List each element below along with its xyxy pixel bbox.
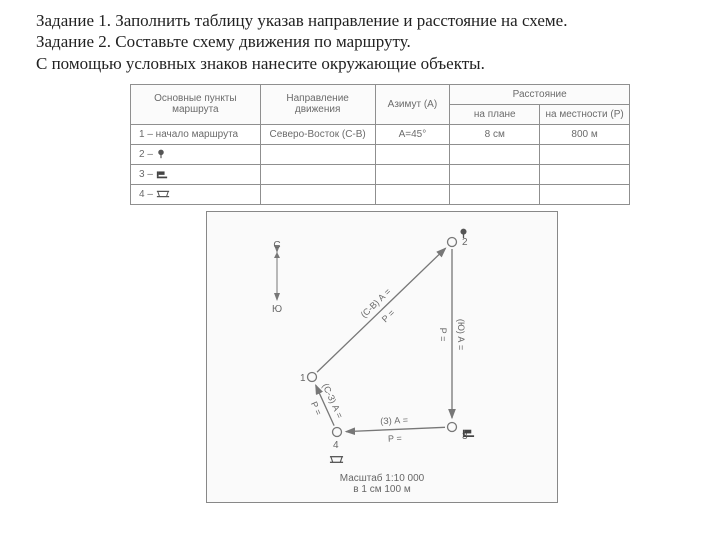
cell-direction <box>260 184 375 204</box>
scale-line-1: Масштаб 1:10 000 <box>207 473 557 485</box>
svg-text:Р =: Р = <box>309 400 324 417</box>
table-row: 3 – <box>131 164 630 184</box>
cell-plan <box>450 164 540 184</box>
th-direction: Направление движения <box>260 84 375 124</box>
table-row: 2 – <box>131 144 630 164</box>
svg-text:2: 2 <box>462 237 468 248</box>
svg-text:(С-З) А =: (С-З) А = <box>320 382 344 420</box>
cell-plan <box>450 144 540 164</box>
page-root: Задание 1. Заполнить таблицу указав напр… <box>0 0 720 503</box>
th-points: Основные пункты маршрута <box>131 84 261 124</box>
cell-azimuth: А=45° <box>375 124 450 144</box>
route-diagram: СЮ(С-В) А =Р =(Ю) А =Р =(З) А =Р =(С-З) … <box>206 211 684 503</box>
th-terrain: на местности (Р) <box>540 104 630 124</box>
svg-text:Р =: Р = <box>380 307 397 324</box>
table-row: 4 – <box>131 184 630 204</box>
svg-text:(З) А =: (З) А = <box>380 415 408 426</box>
cell-terrain <box>540 184 630 204</box>
cell-azimuth <box>375 184 450 204</box>
svg-text:С: С <box>273 240 280 251</box>
cell-azimuth <box>375 144 450 164</box>
th-plan: на плане <box>450 104 540 124</box>
table-row: 1 – начало маршрутаСеверо-Восток (С-В)А=… <box>131 124 630 144</box>
cell-point: 1 – начало маршрута <box>131 124 261 144</box>
cell-direction <box>260 144 375 164</box>
cell-plan: 8 см <box>450 124 540 144</box>
scale-line-2: в 1 см 100 м <box>207 484 557 496</box>
diagram-svg: СЮ(С-В) А =Р =(Ю) А =Р =(З) А =Р =(С-З) … <box>207 212 557 502</box>
cell-point: 3 – <box>131 164 261 184</box>
svg-text:1: 1 <box>300 373 306 384</box>
cell-terrain <box>540 144 630 164</box>
diagram-frame: СЮ(С-В) А =Р =(Ю) А =Р =(З) А =Р =(С-З) … <box>206 211 558 503</box>
route-table: Основные пункты маршрута Направление дви… <box>130 84 630 205</box>
task-line-2: Задание 2. Составьте схему движения по м… <box>36 31 684 52</box>
th-distance: Расстояние <box>450 84 630 104</box>
svg-text:Р =: Р = <box>438 327 448 341</box>
svg-text:(Ю) А =: (Ю) А = <box>456 319 466 350</box>
cell-direction: Северо-Восток (С-В) <box>260 124 375 144</box>
scale-caption: Масштаб 1:10 000 в 1 см 100 м <box>207 473 557 496</box>
cell-terrain <box>540 164 630 184</box>
task-line-1: Задание 1. Заполнить таблицу указав напр… <box>36 10 684 31</box>
cell-terrain: 800 м <box>540 124 630 144</box>
cell-point: 2 – <box>131 144 261 164</box>
cell-point: 4 – <box>131 184 261 204</box>
cell-direction <box>260 164 375 184</box>
task-line-3: С помощью условных знаков нанесите окруж… <box>36 53 684 74</box>
svg-text:Ю: Ю <box>272 304 282 315</box>
th-azimuth: Азимут (А) <box>375 84 450 124</box>
svg-text:Р =: Р = <box>388 433 402 444</box>
cell-plan <box>450 184 540 204</box>
cell-azimuth <box>375 164 450 184</box>
